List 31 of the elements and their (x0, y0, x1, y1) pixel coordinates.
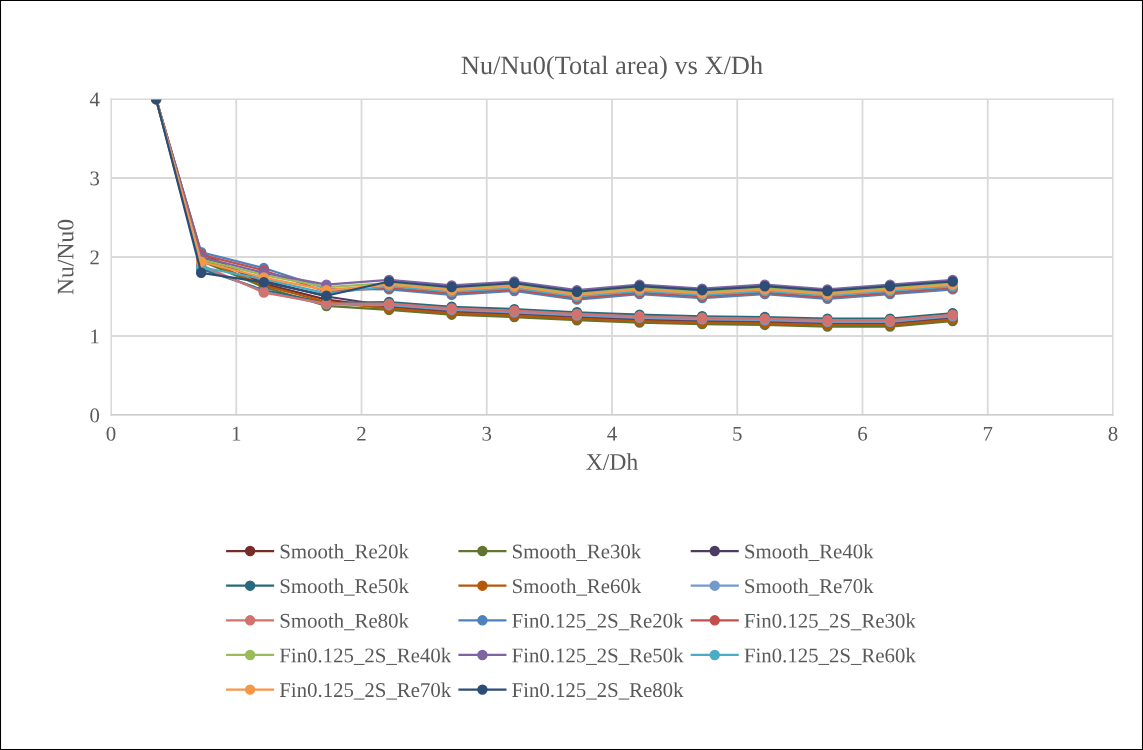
y-tick-label: 1 (91, 329, 99, 344)
x-tick-label: 1 (232, 426, 241, 441)
y-tick-label: 3 (90, 171, 100, 186)
x-tick-label: 5 (733, 426, 742, 441)
x-tick-label: 6 (858, 426, 868, 441)
legend-label: Fin0.125_2S_Re20k (512, 613, 684, 631)
legend-label: Smooth_Re30k (512, 543, 642, 562)
chart-title: Nu/Nu0(Total area) vs X/Dh (461, 55, 763, 80)
legend-label: Smooth_Re60k (512, 578, 642, 596)
legend-label: Smooth_Re50k (280, 578, 409, 596)
x-tick-label: 3 (482, 426, 492, 441)
y-tick-label: 4 (89, 92, 100, 107)
x-tick-label: 7 (983, 426, 993, 441)
x-axis-title: X/Dh (586, 453, 638, 470)
x-tick-label: 2 (357, 426, 366, 441)
y-axis-title: Nu/Nu0 (57, 219, 74, 295)
legend-label: Fin0.125_2S_Re40k (279, 647, 452, 665)
x-tick-label: 8 (1108, 426, 1118, 441)
legend-label: Smooth_Re70k (745, 578, 874, 596)
legend-label: Smooth_Re80k (280, 613, 409, 631)
legend-label: Fin0.125_2S_Re30k (744, 613, 916, 631)
legend-label: Fin0.125_2S_Re80k (512, 682, 684, 700)
legend-label: Fin0.125_2S_Re50k (512, 647, 684, 665)
legend-label: Fin0.125_2S_Re70k (279, 682, 452, 700)
x-tick-label: 4 (607, 426, 617, 441)
y-tick-label: 2 (90, 250, 99, 265)
legend-label: Smooth_Re40k (745, 543, 874, 562)
legend-label: Smooth_Re20k (280, 543, 409, 562)
x-tick-label: 0 (106, 426, 116, 441)
legend-label: Fin0.125_2S_Re60k (744, 647, 916, 665)
y-tick-label: 0 (90, 408, 100, 423)
